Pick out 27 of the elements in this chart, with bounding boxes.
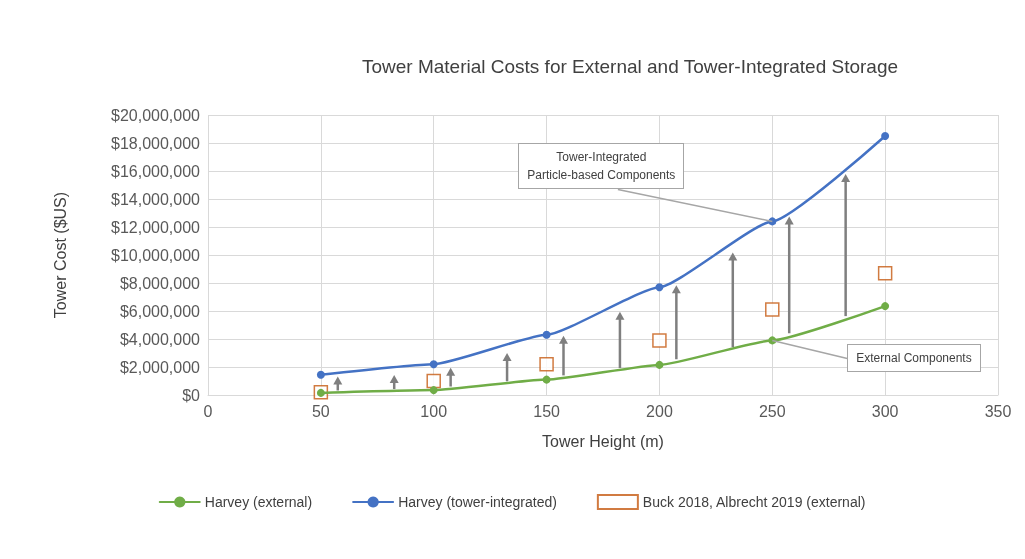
y-tick-label: $0: [182, 386, 201, 404]
y-tick-label: $20,000,000: [111, 106, 201, 124]
chart-title: Tower Material Costs for External and Tower-Integrated Storage: [361, 56, 899, 77]
x-tick-label: 300: [871, 402, 899, 420]
x-tick-label: 250: [758, 402, 786, 420]
legend-label: Buck 2018, Albrecht 2019 (external): [642, 494, 866, 510]
x-tick-label: 0: [203, 402, 213, 420]
y-tick-label: $16,000,000: [111, 162, 201, 180]
y-tick-label: $8,000,000: [119, 274, 201, 292]
x-tick-label: 200: [646, 402, 673, 420]
y-tick-label: $12,000,000: [111, 218, 201, 236]
annotation: External Components: [847, 344, 981, 373]
y-tick-label: $10,000,000: [111, 246, 201, 264]
legend-label: Harvey (tower-integrated): [398, 494, 557, 510]
y-tick-label: $14,000,000: [111, 190, 201, 208]
x-tick-label: 50: [311, 402, 330, 420]
x-axis-title: Tower Height (m): [542, 432, 664, 450]
x-tick-label: 350: [984, 402, 1012, 420]
y-tick-label: $18,000,000: [111, 134, 201, 152]
x-tick-label: 100: [420, 402, 448, 420]
legend-label: Harvey (external): [204, 494, 313, 510]
y-tick-label: $4,000,000: [119, 330, 201, 348]
y-axis-title: Tower Cost ($US): [51, 191, 69, 319]
y-tick-label: $2,000,000: [119, 358, 201, 376]
x-tick-label: 150: [533, 402, 561, 420]
y-tick-label: $6,000,000: [119, 302, 201, 320]
annotation: Tower-Integrated Particle-based Components: [518, 143, 685, 190]
